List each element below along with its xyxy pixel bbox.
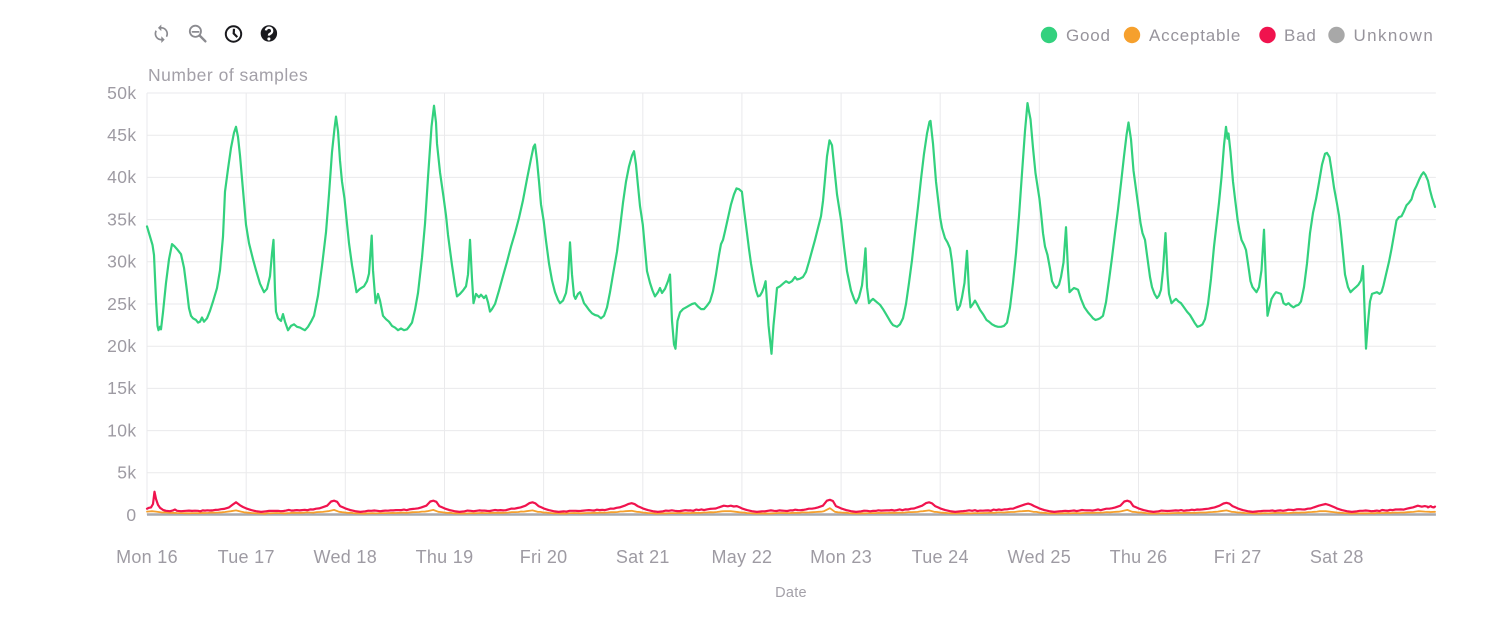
svg-text:Fri 27: Fri 27	[1214, 547, 1262, 567]
svg-text:Date: Date	[775, 585, 807, 601]
svg-text:10k: 10k	[107, 420, 136, 440]
svg-text:Sat 28: Sat 28	[1310, 547, 1364, 567]
svg-text:15k: 15k	[107, 378, 136, 398]
svg-text:Bad: Bad	[1284, 26, 1317, 45]
svg-text:5k: 5k	[117, 463, 136, 483]
svg-text:0: 0	[126, 505, 136, 525]
svg-text:45k: 45k	[107, 125, 136, 145]
svg-text:Thu 19: Thu 19	[416, 547, 474, 567]
svg-text:Acceptable: Acceptable	[1149, 26, 1241, 45]
svg-text:35k: 35k	[107, 209, 136, 229]
svg-text:Thu 26: Thu 26	[1110, 547, 1168, 567]
svg-text:Tue 17: Tue 17	[218, 547, 275, 567]
svg-text:Good: Good	[1066, 26, 1111, 45]
svg-text:Fri 20: Fri 20	[520, 547, 568, 567]
svg-text:50k: 50k	[107, 83, 136, 103]
svg-text:Sat 21: Sat 21	[616, 547, 670, 567]
svg-text:Number of samples: Number of samples	[148, 65, 308, 85]
svg-text:Wed 25: Wed 25	[1008, 547, 1072, 567]
svg-text:40k: 40k	[107, 167, 136, 187]
svg-text:25k: 25k	[107, 294, 136, 314]
svg-text:Tue 24: Tue 24	[912, 547, 969, 567]
svg-text:30k: 30k	[107, 252, 136, 272]
svg-text:Mon 16: Mon 16	[116, 547, 178, 567]
svg-text:Unknown: Unknown	[1354, 26, 1435, 45]
svg-text:Wed 18: Wed 18	[314, 547, 378, 567]
svg-text:May 22: May 22	[711, 547, 772, 567]
svg-text:20k: 20k	[107, 336, 136, 356]
svg-text:Mon 23: Mon 23	[810, 547, 872, 567]
